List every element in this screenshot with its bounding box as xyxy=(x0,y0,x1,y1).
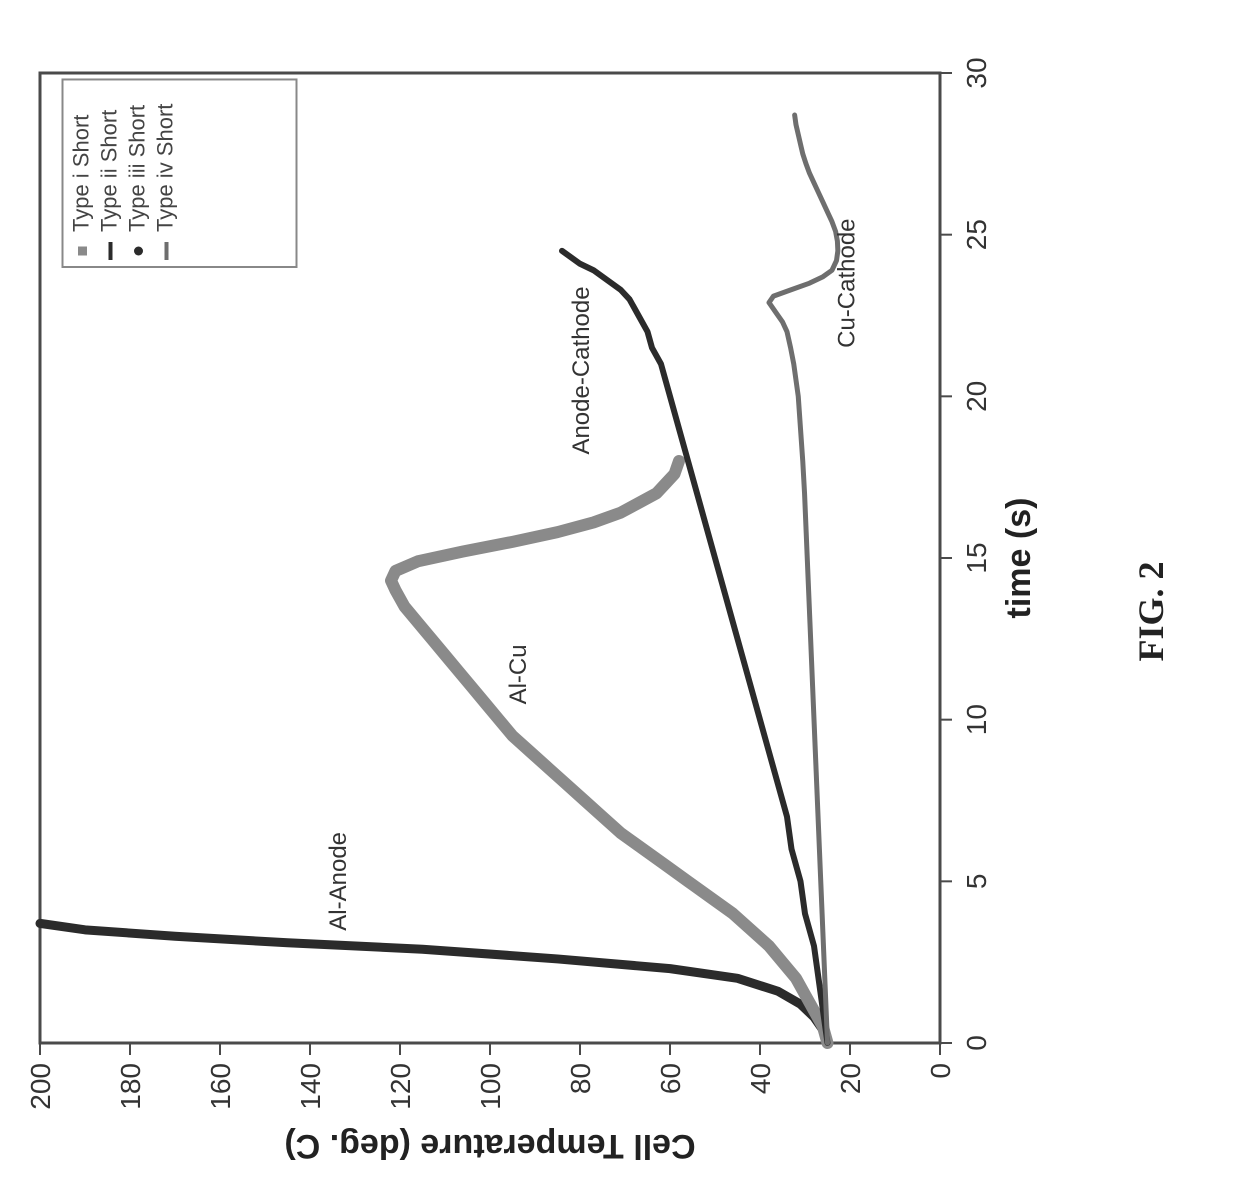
rotated-figure-container: 0 5 10 15 20 25 30 0 20 40 60 80 100 120 140 160 180 200 t… xyxy=(0,0,1240,1203)
y-tick-label: 0 xyxy=(925,1063,956,1079)
series-label-type_ii: Al-Anode xyxy=(325,832,352,931)
series-label-type_iv: Cu-Cathode xyxy=(834,218,861,347)
y-tick-label: 180 xyxy=(115,1063,146,1110)
legend-label: Type iii Short xyxy=(125,105,150,232)
x-tick-label: 15 xyxy=(961,542,992,573)
x-tick-label: 10 xyxy=(961,704,992,735)
y-tick-label: 20 xyxy=(835,1063,866,1094)
series-label-type_i: Al-Cu xyxy=(505,644,532,704)
x-tick-label: 20 xyxy=(961,381,992,412)
y-tick-label: 160 xyxy=(205,1063,236,1110)
x-tick-label: 5 xyxy=(961,874,992,890)
legend-label: Type ii Short xyxy=(97,110,122,232)
page-canvas: 0 5 10 15 20 25 30 0 20 40 60 80 100 120 140 160 180 200 t… xyxy=(0,0,1240,1203)
series-type_iii xyxy=(562,251,828,1043)
y-tick-label: 120 xyxy=(385,1063,416,1110)
line-chart: 0 5 10 15 20 25 30 0 20 40 60 80 100 120 140 160 180 200 t… xyxy=(0,0,1100,1203)
x-axis-title: time (s) xyxy=(1000,498,1038,619)
x-tick-label: 0 xyxy=(961,1035,992,1051)
legend-marker xyxy=(78,247,87,256)
y-axis-title: Cell Temperature (deg. C) xyxy=(284,1127,695,1165)
y-tick-label: 80 xyxy=(565,1063,596,1094)
legend-label: Type i Short xyxy=(69,115,94,232)
y-tick-label: 140 xyxy=(295,1063,326,1110)
figure-caption: FIG. 2 xyxy=(1130,561,1172,661)
y-tick-label: 60 xyxy=(655,1063,686,1094)
series-type_ii xyxy=(40,923,828,1043)
y-tick-label: 40 xyxy=(745,1063,776,1094)
y-tick-label: 200 xyxy=(25,1063,56,1110)
legend-marker xyxy=(134,247,143,256)
x-tick-label: 30 xyxy=(961,57,992,88)
legend-label: Type iv Short xyxy=(153,104,178,232)
y-tick-label: 100 xyxy=(475,1063,506,1110)
x-tick-label: 25 xyxy=(961,219,992,250)
series-label-type_iii: Anode-Cathode xyxy=(568,286,595,454)
